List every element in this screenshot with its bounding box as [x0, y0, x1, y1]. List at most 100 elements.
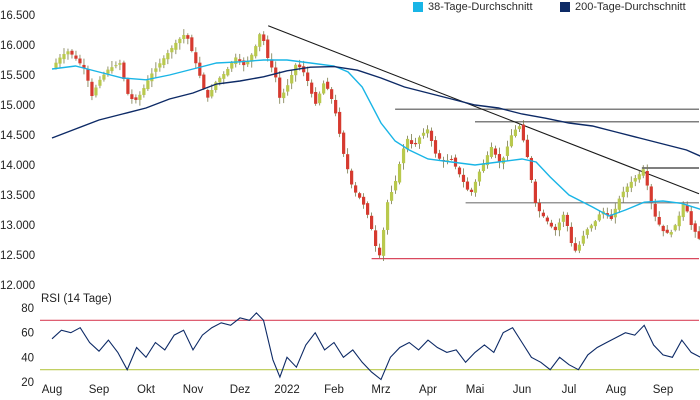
candle-body	[278, 77, 282, 98]
candle-body	[262, 34, 266, 41]
candle-body	[469, 189, 474, 192]
candle-body	[238, 59, 242, 62]
candle-body	[409, 140, 414, 144]
candle-body	[573, 243, 577, 251]
candle-body	[326, 81, 330, 89]
price-y-tick-label: 13.000	[0, 220, 35, 232]
candle-body	[373, 230, 378, 246]
candle-body	[154, 68, 158, 72]
candle-body	[465, 181, 470, 190]
candle-body	[194, 52, 198, 64]
x-tick-label: Okt	[137, 384, 156, 396]
candle-body	[234, 57, 238, 65]
candle-body	[266, 39, 270, 58]
candle-body	[330, 89, 334, 99]
candle-body	[350, 170, 354, 185]
candle-body	[537, 202, 541, 212]
candle-body	[541, 212, 545, 217]
rsi-y-tick-label: 80	[21, 303, 34, 315]
candle-body	[346, 154, 350, 170]
candle-body	[314, 91, 318, 104]
candle-body	[318, 93, 322, 104]
candle-body	[250, 54, 254, 62]
candle-body	[521, 124, 526, 141]
candle-body	[286, 85, 290, 92]
candle-body	[78, 58, 82, 64]
x-axis: Aug Sep Okt Nov Dez 2022 Feb Mrz Apr Mai Jun Jul Aug…	[42, 384, 673, 396]
candle-body	[665, 229, 669, 233]
candle-body	[649, 186, 653, 203]
candle-body	[421, 132, 426, 136]
rsi-line	[51, 312, 700, 381]
candle-body	[182, 35, 186, 40]
candle-body	[166, 53, 170, 60]
price-panel: 16.500 16.000 15.500 15.000 14.500 14.000 13.5…	[0, 10, 700, 292]
candle-body	[362, 196, 366, 205]
x-tick-label: Jul	[562, 384, 577, 396]
candle-body	[609, 214, 613, 219]
candle-body	[198, 62, 202, 76]
legend-label-38: 38-Tage-Durchschnitt	[428, 1, 533, 13]
candle-body	[270, 59, 274, 68]
moving-average-200-line	[51, 65, 700, 157]
candle-body	[334, 99, 338, 114]
candle-body	[401, 148, 406, 164]
candle-body	[657, 216, 661, 225]
legend-label-200: 200-Tage-Durchschnitt	[575, 1, 686, 13]
candle-body	[226, 69, 230, 76]
candle-body	[689, 211, 693, 225]
candle-body	[677, 215, 681, 227]
candle-body	[525, 139, 530, 158]
trend-line	[268, 25, 700, 195]
candle-body	[569, 226, 573, 243]
candle-body	[134, 97, 138, 100]
candle-body	[58, 57, 62, 64]
candle-body	[621, 191, 625, 198]
candle-body	[122, 62, 126, 79]
x-tick-label: Sep	[89, 384, 109, 396]
candle-body	[214, 82, 218, 91]
candle-body	[633, 178, 637, 182]
candle-body	[218, 77, 222, 83]
candle-body	[501, 157, 506, 164]
candle-body	[449, 158, 454, 160]
candle-body	[517, 126, 522, 130]
candle-body	[681, 203, 685, 218]
rsi-y-tick-label: 20	[21, 377, 34, 389]
candle-body	[210, 90, 214, 97]
candle-body	[461, 174, 466, 182]
candle-body	[617, 198, 621, 210]
legend-item-38: 38-Tage-Durchschnitt	[413, 1, 533, 13]
candle-body	[557, 222, 561, 231]
candle-body	[274, 67, 278, 78]
candle-body	[138, 94, 142, 100]
x-tick-label: Aug	[606, 384, 626, 396]
candle-body	[597, 214, 601, 221]
candle-body	[669, 232, 673, 235]
candle-body	[545, 217, 549, 222]
candle-body	[86, 69, 90, 81]
candle-body	[90, 81, 94, 96]
candle-body	[366, 203, 370, 215]
candle-body	[429, 130, 434, 141]
legend-swatch-38	[413, 2, 423, 12]
candle-body	[393, 181, 398, 191]
candle-body	[102, 74, 106, 80]
candle-body	[685, 205, 689, 212]
candle-body	[118, 63, 122, 65]
candle-body	[178, 38, 182, 44]
price-y-tick-label: 15.000	[0, 100, 35, 112]
candle-body	[581, 235, 585, 244]
candle-body	[697, 231, 700, 239]
candle-body	[62, 54, 66, 60]
candle-body	[94, 87, 98, 96]
candle-body	[433, 140, 438, 154]
candle-body	[126, 79, 130, 94]
candle-body	[585, 229, 589, 235]
candle-body	[174, 42, 178, 50]
rsi-panel: RSI (14 Tage) 80 60 40 20	[21, 293, 700, 389]
x-tick-label: Dez	[230, 384, 251, 396]
candle-body	[242, 60, 246, 66]
x-tick-label: Apr	[419, 384, 437, 396]
